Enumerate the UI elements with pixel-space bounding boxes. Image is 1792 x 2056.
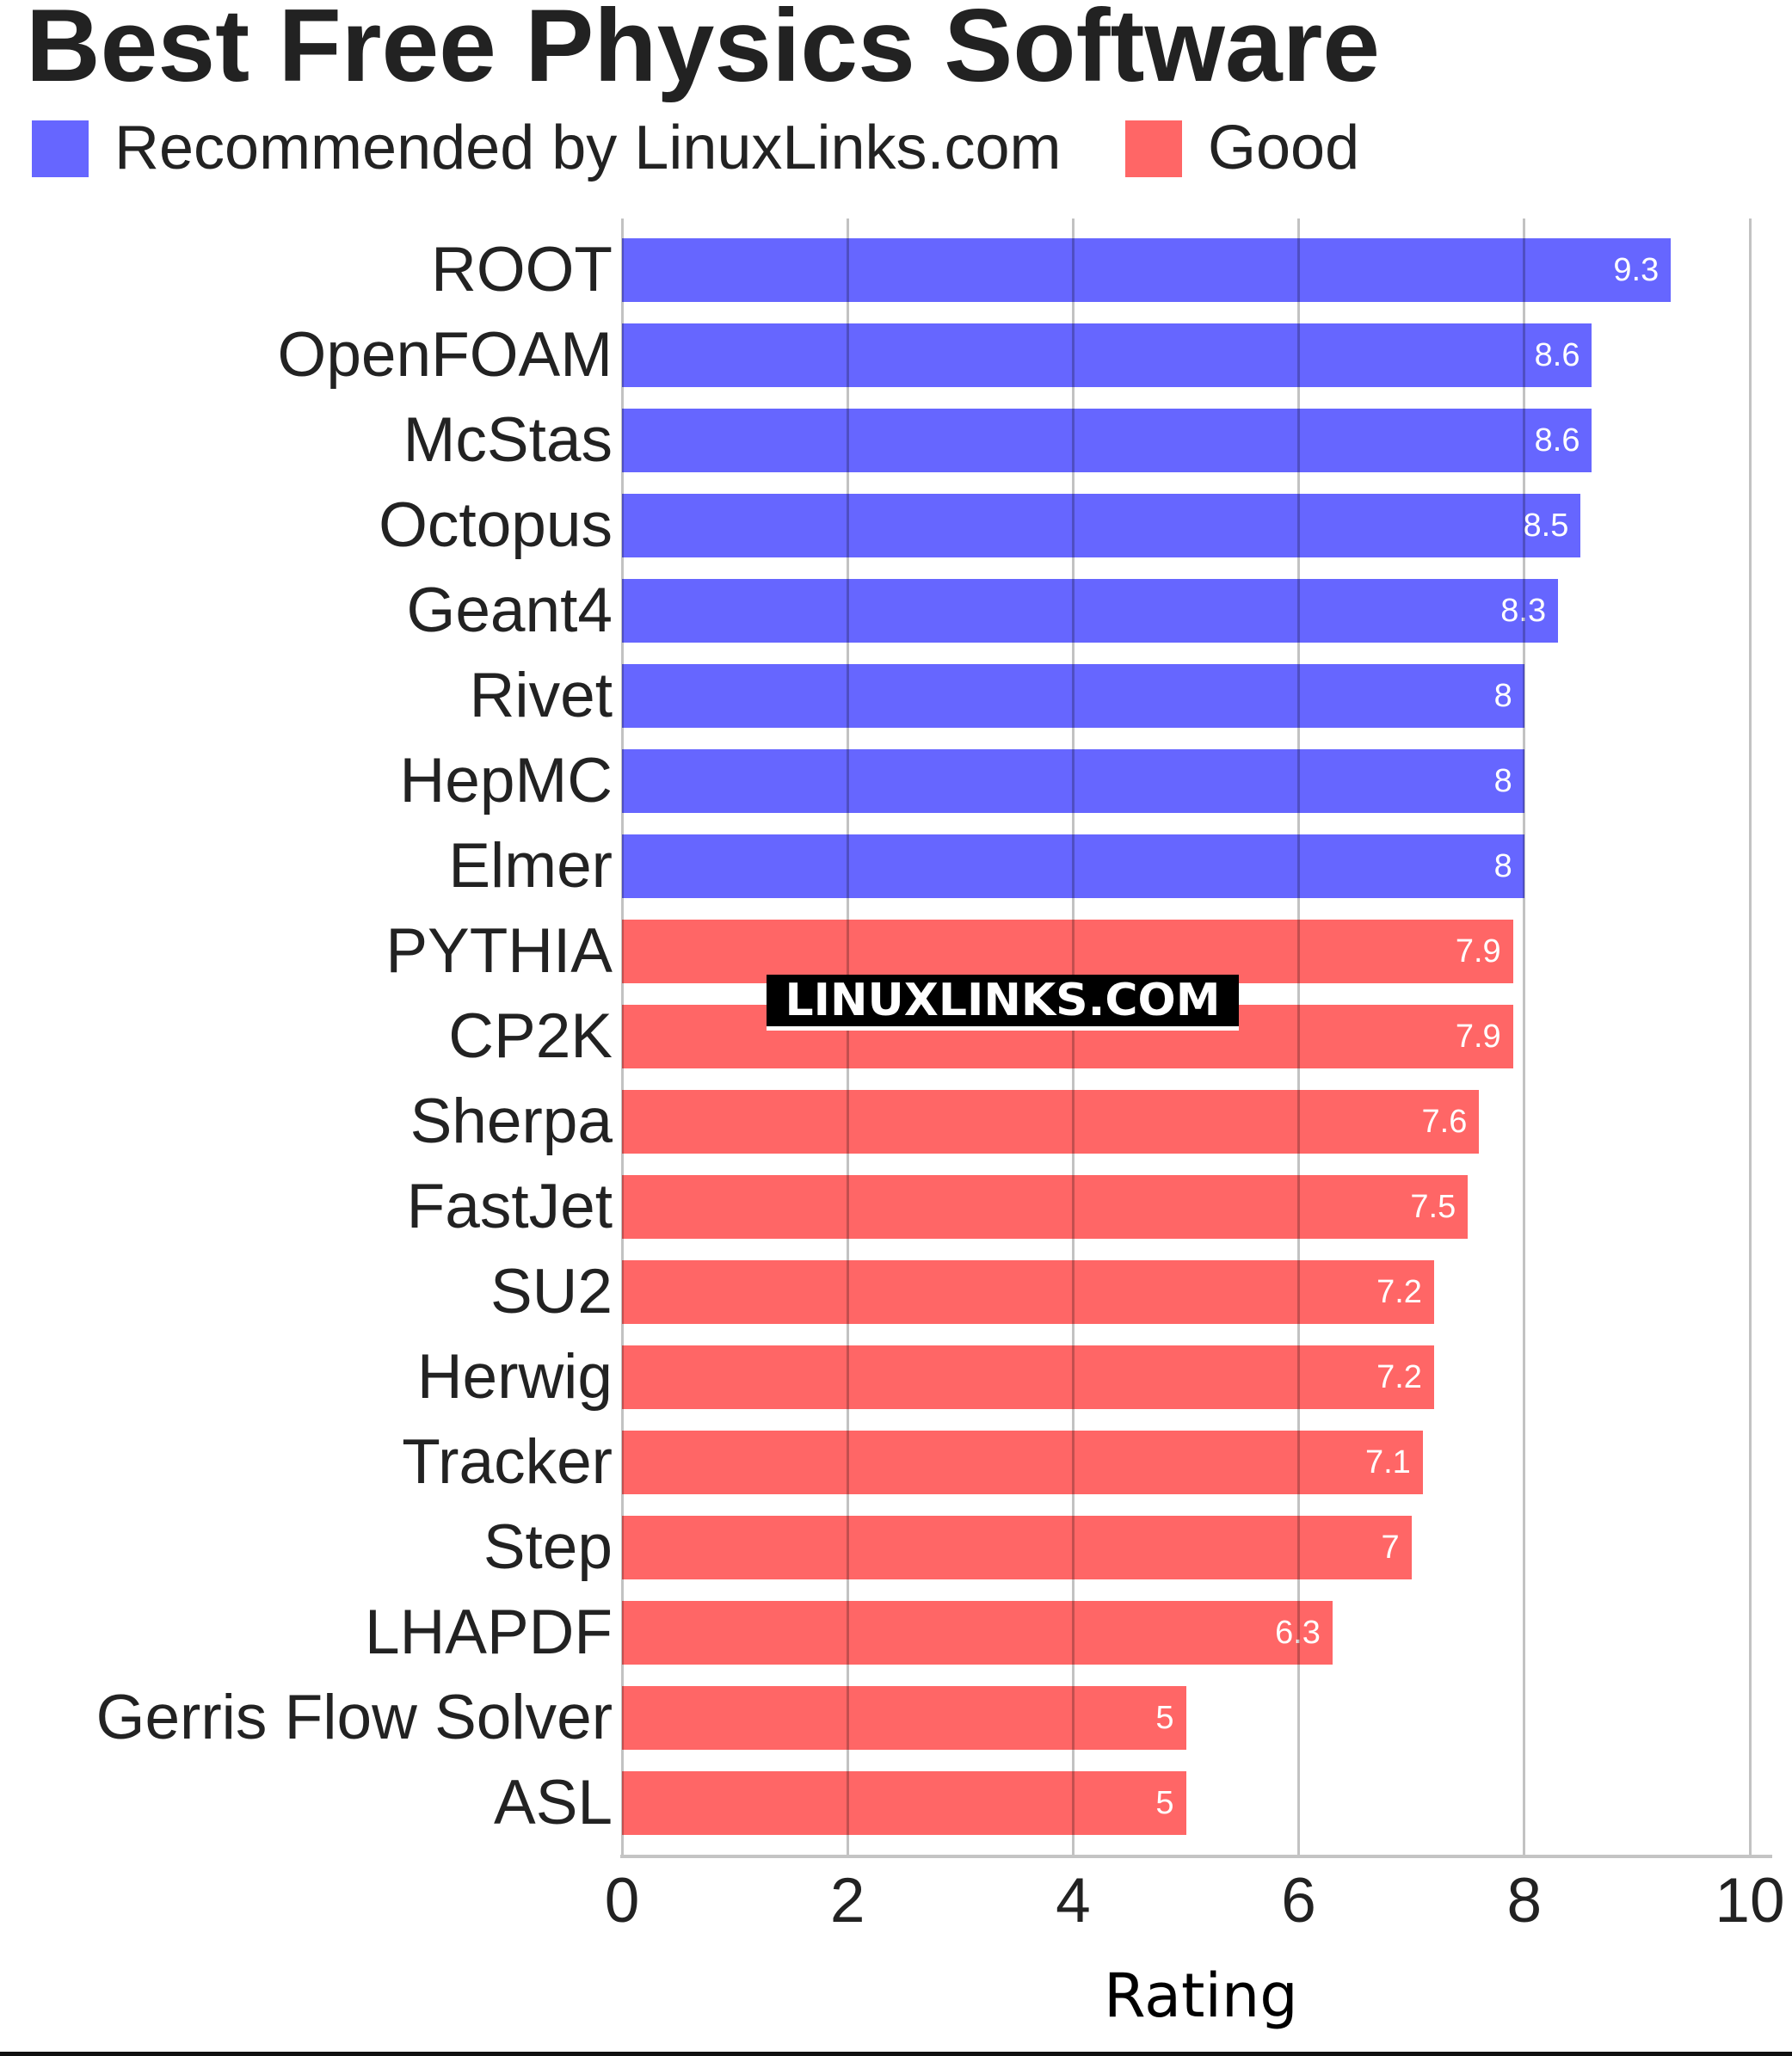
category-label: Gerris Flow Solver [95,1683,613,1752]
legend-swatch-recommended [32,120,89,177]
category-label: HepMC [399,746,613,816]
bar: 7.6 [622,1090,1480,1154]
bar-value-label: 8 [1493,678,1512,714]
category-label: Step [483,1512,613,1582]
bar-value-label: 9.3 [1613,252,1660,288]
gridline [846,219,849,1858]
gridline [620,219,624,1858]
category-label: ROOT [431,235,613,305]
x-axis-title: Rating [1104,1961,1298,2031]
bottom-divider [0,2052,1792,2056]
bar-value-label: 5 [1155,1700,1174,1736]
category-label: LHAPDF [364,1597,613,1667]
legend-label-recommended: Recommended by LinuxLinks.com [114,114,1062,182]
bar: 5 [622,1771,1186,1835]
category-label: McStas [403,405,613,475]
category-label: OpenFOAM [277,320,613,390]
gridline [1523,219,1526,1858]
watermark: LINUXLINKS.COM [767,975,1239,1031]
category-label: FastJet [406,1172,613,1241]
chart-title: Best Free Physics Software [26,0,1381,103]
category-label: Geant4 [406,576,613,645]
x-tick-label: 6 [1281,1866,1316,1936]
x-tick-label: 0 [604,1866,640,1936]
category-label: Elmer [448,831,613,901]
bar: 7.2 [622,1260,1434,1324]
bar: 5 [622,1686,1186,1750]
bar-value-label: 5 [1155,1785,1174,1821]
bar-value-label: 8 [1493,763,1512,799]
x-tick-label: 2 [829,1866,865,1936]
bar-value-label: 7.2 [1376,1274,1422,1310]
category-label: CP2K [448,1001,613,1071]
bar: 7 [622,1516,1412,1579]
gridline [1297,219,1301,1858]
bar-value-label: 7.9 [1455,933,1501,970]
bar: 7.9 [622,920,1513,983]
bar-value-label: 8 [1493,848,1512,884]
category-label: Octopus [379,490,613,560]
gridline [1071,219,1075,1858]
bar: 8.5 [622,494,1581,557]
bar: 7.2 [622,1345,1434,1409]
gridline [1748,219,1752,1858]
bar-value-label: 7.5 [1410,1189,1456,1225]
bar-value-label: 8.6 [1534,422,1580,459]
category-label: PYTHIA [385,916,613,986]
bar-value-label: 7.1 [1364,1444,1411,1480]
bar: 7.1 [622,1431,1423,1494]
x-tick-label: 4 [1056,1866,1091,1936]
bar-value-label: 7 [1381,1530,1400,1566]
bar: 7.5 [622,1175,1469,1239]
bar-value-label: 7.9 [1455,1019,1501,1055]
category-label: ASL [494,1768,613,1837]
category-label: SU2 [490,1257,613,1327]
bar-value-label: 7.6 [1421,1104,1468,1140]
x-tick-label: 10 [1715,1866,1785,1936]
category-label: Sherpa [410,1086,613,1156]
bar: 8.3 [622,579,1559,643]
category-label: Tracker [402,1427,613,1497]
bar: 8.6 [622,409,1592,472]
category-label: Herwig [416,1342,613,1412]
bar: 8.6 [622,323,1592,387]
category-label: Rivet [469,661,613,730]
x-axis-line [620,1855,1772,1858]
legend-swatch-good [1125,120,1182,177]
legend-label-good: Good [1208,114,1360,182]
bar: 6.3 [622,1601,1333,1665]
bar-value-label: 7.2 [1376,1359,1422,1395]
bar: 9.3 [622,238,1672,302]
x-tick-label: 8 [1506,1866,1543,1936]
bar-value-label: 8.6 [1534,337,1580,373]
bar-value-label: 8.5 [1523,508,1569,544]
